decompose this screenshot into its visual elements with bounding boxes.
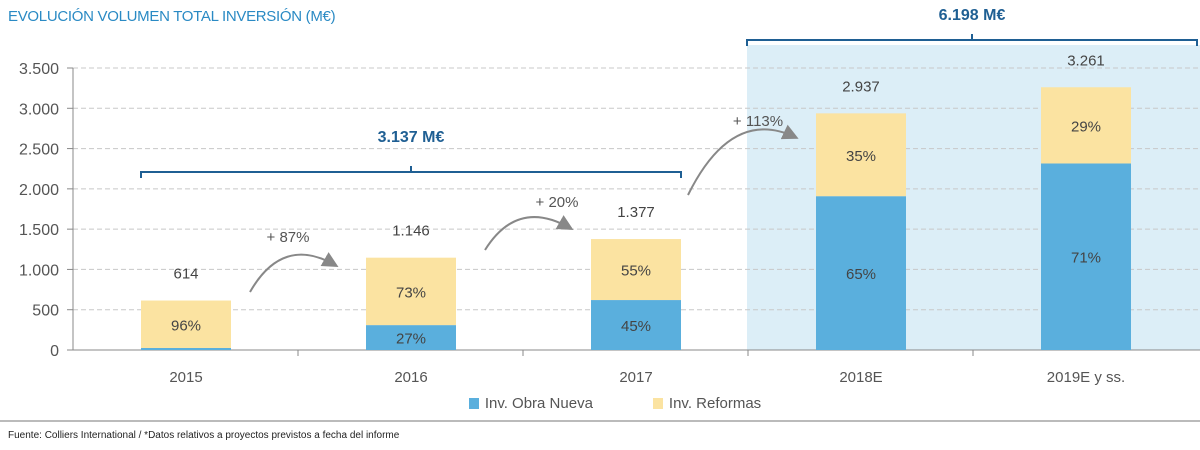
bracket-label: 6.198 M€ bbox=[939, 7, 1006, 24]
growth-label: + 87% bbox=[267, 229, 310, 246]
y-tick-label: 2.500 bbox=[19, 142, 59, 159]
bar-obra-nueva bbox=[1041, 163, 1131, 350]
pct-label: 35% bbox=[846, 148, 876, 165]
bar-reformas bbox=[591, 239, 681, 301]
y-tick-label: 0 bbox=[50, 343, 59, 360]
divider bbox=[0, 420, 1200, 422]
pct-label: 96% bbox=[171, 317, 201, 334]
total-bracket bbox=[140, 166, 682, 178]
legend-swatch bbox=[468, 398, 479, 409]
chart-title: EVOLUCIÓN VOLUMEN TOTAL INVERSIÓN (M€) bbox=[8, 8, 336, 25]
legend: Inv. Obra Nueva Inv. Reformas bbox=[0, 395, 1200, 412]
growth-arrow bbox=[249, 252, 339, 293]
legend-label: Inv. Reformas bbox=[668, 395, 762, 412]
legend-label: Inv. Obra Nueva bbox=[484, 395, 593, 412]
total-label: 2.937 bbox=[842, 78, 880, 95]
total-label: 1.377 bbox=[617, 204, 655, 221]
pct-label: 71% bbox=[1071, 250, 1101, 267]
pct-label: 55% bbox=[621, 263, 651, 280]
bracket-label: 3.137 M€ bbox=[378, 129, 445, 146]
pct-label: 65% bbox=[846, 266, 876, 283]
total-label: 3.261 bbox=[1067, 52, 1105, 69]
legend-swatch bbox=[652, 398, 663, 409]
y-tick-label: 500 bbox=[32, 303, 59, 320]
pct-label: 73% bbox=[396, 284, 426, 301]
x-tick-label: 2018E bbox=[839, 369, 882, 386]
bar-reformas bbox=[366, 257, 456, 326]
x-tick-label: 2016 bbox=[394, 369, 427, 386]
x-tick-label: 2017 bbox=[619, 369, 652, 386]
pct-label: 45% bbox=[621, 318, 651, 335]
growth-label: + 20% bbox=[536, 194, 579, 211]
source-note: Fuente: Colliers International / *Datos … bbox=[8, 430, 400, 441]
pct-label: 27% bbox=[396, 331, 426, 348]
y-tick-label: 3.000 bbox=[19, 101, 59, 118]
growth-arrow bbox=[484, 215, 574, 251]
pct-label: 29% bbox=[1071, 118, 1101, 135]
bar-obra-nueva bbox=[141, 347, 231, 350]
bar-obra-nueva bbox=[366, 325, 456, 350]
bar-reformas bbox=[1041, 87, 1131, 164]
total-label: 614 bbox=[173, 266, 198, 283]
y-tick-label: 1.000 bbox=[19, 262, 59, 279]
y-tick-label: 1.500 bbox=[19, 222, 59, 239]
forecast-shade bbox=[747, 45, 1200, 350]
y-tick-label: 3.500 bbox=[19, 61, 59, 78]
bar-obra-nueva bbox=[816, 196, 906, 350]
bar-reformas bbox=[816, 113, 906, 197]
stacked-bar-chart: 0 500 1.000 1.500 2.000 2.500 3.000 3.500 2015 96… bbox=[19, 7, 1200, 386]
y-tick-label: 2.000 bbox=[19, 182, 59, 199]
legend-item-reformas: Inv. Reformas bbox=[652, 395, 762, 412]
growth-label: + 113% bbox=[733, 113, 783, 130]
x-tick-label: 2019E y ss. bbox=[1047, 369, 1125, 386]
bar-obra-nueva bbox=[591, 300, 681, 350]
bar-reformas bbox=[141, 300, 231, 348]
total-bracket bbox=[746, 34, 1198, 46]
legend-item-obra-nueva: Inv. Obra Nueva bbox=[468, 395, 593, 412]
x-tick-label: 2015 bbox=[169, 369, 202, 386]
growth-arrow bbox=[687, 124, 799, 196]
total-label: 1.146 bbox=[392, 223, 430, 240]
